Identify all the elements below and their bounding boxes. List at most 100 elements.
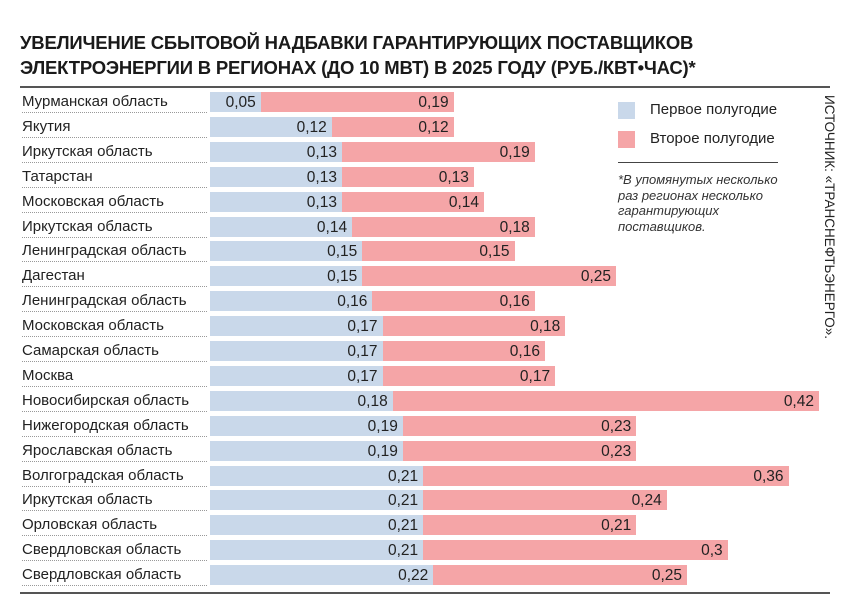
bar-first-half: 0,17 <box>210 341 383 361</box>
data-label: 0,12 <box>418 118 449 136</box>
bar-first-half: 0,21 <box>210 515 424 536</box>
category-label: Самарская область <box>22 341 207 362</box>
bar-first-half: 0,21 <box>210 490 424 511</box>
data-label: 0,13 <box>438 168 469 186</box>
source-credit: ИСТОЧНИК: «ТРАНСНЕФТЬЭНЕРГО». <box>822 95 837 340</box>
bar-second-half: 0,14 <box>341 191 485 212</box>
data-label: 0,14 <box>448 193 480 211</box>
category-label: Татарстан <box>22 167 207 188</box>
bottom-divider <box>20 592 830 594</box>
bar-first-half: 0,12 <box>210 116 332 137</box>
category-label: Дагестан <box>22 266 207 288</box>
bar-first-half: 0,15 <box>210 241 363 262</box>
bar-second-half: 0,13 <box>341 166 474 187</box>
category-label: Иркутская область <box>22 142 207 163</box>
data-label: 0,3 <box>701 542 723 560</box>
category-label: Московская область <box>22 316 207 338</box>
data-label: 0,19 <box>367 417 398 435</box>
data-label: 0,16 <box>499 293 530 311</box>
data-label: 0,21 <box>387 542 419 560</box>
category-label: Ленинградская область <box>22 291 207 313</box>
legend-label: Первое полугодие <box>650 101 778 118</box>
title-line-2: ЭЛЕКТРОЭНЕРГИИ В РЕГИОНАХ (ДО 10 МВТ) В … <box>20 57 696 78</box>
bar-second-half: 0,12 <box>331 116 454 137</box>
category-label: Ленинградская область <box>22 241 207 263</box>
data-label: 0,25 <box>651 567 683 585</box>
category-label: Московская область <box>22 192 207 213</box>
bar-first-half: 0,17 <box>210 316 383 337</box>
category-label: Иркутская область <box>22 217 207 238</box>
data-label: 0,23 <box>601 442 632 460</box>
bar-second-half: 0,16 <box>372 291 535 312</box>
bar-second-half: 0,25 <box>362 266 616 287</box>
data-label: 0,21 <box>387 517 419 535</box>
data-label: 0,21 <box>387 492 419 510</box>
bar-first-half: 0,13 <box>210 141 342 162</box>
data-label: 0,42 <box>783 392 814 410</box>
bar-first-half: 0,05 <box>210 92 261 112</box>
data-label: 0,21 <box>387 467 419 485</box>
data-label: 0,24 <box>631 492 662 510</box>
bar-second-half: 0,3 <box>423 540 728 561</box>
bar-second-half: 0,16 <box>382 341 545 361</box>
data-label: 0,15 <box>479 243 510 261</box>
bar-first-half: 0,13 <box>210 166 342 187</box>
data-label: 0,18 <box>499 218 530 236</box>
bar-first-half: 0,16 <box>210 291 373 312</box>
bar-first-half: 0,19 <box>210 440 403 461</box>
top-divider <box>20 86 830 88</box>
data-label: 0,21 <box>601 517 632 535</box>
category-label: Волгоградская область <box>22 466 207 487</box>
bar-first-half: 0,17 <box>210 365 383 386</box>
data-label: 0,12 <box>296 118 327 136</box>
data-label: 0,17 <box>347 367 378 385</box>
category-label: Свердловская область <box>22 540 207 562</box>
data-label: 0,36 <box>753 467 784 485</box>
data-label: 0,14 <box>316 218 348 236</box>
data-label: 0,18 <box>530 318 561 336</box>
bar-first-half: 0,15 <box>210 266 363 287</box>
data-label: 0,16 <box>509 343 540 360</box>
data-label: 0,17 <box>519 367 551 385</box>
category-label: Новосибирская область <box>22 391 207 412</box>
category-label: Иркутская область <box>22 490 207 512</box>
category-label: Якутия <box>22 117 207 138</box>
bar-first-half: 0,13 <box>210 191 342 212</box>
bar-second-half: 0,42 <box>392 390 819 411</box>
data-label: 0,19 <box>418 94 449 111</box>
legend-divider <box>618 162 778 163</box>
data-label: 0,17 <box>347 343 378 360</box>
bar-second-half: 0,23 <box>402 415 637 436</box>
bar-second-half: 0,18 <box>352 216 535 237</box>
data-label: 0,18 <box>357 392 388 410</box>
bar-first-half: 0,21 <box>210 465 424 486</box>
bar-first-half: 0,21 <box>210 540 424 561</box>
bar-first-half: 0,22 <box>210 565 434 586</box>
bar-second-half: 0,15 <box>362 241 515 262</box>
bar-first-half: 0,14 <box>210 216 353 237</box>
footnote: *В упомянутых несколько раз регионах нес… <box>618 172 778 234</box>
legend-label: Второе полугодие <box>650 130 775 147</box>
data-label: 0,19 <box>499 143 530 161</box>
data-label: 0,15 <box>327 243 358 261</box>
category-label: Мурманская область <box>22 92 207 113</box>
category-label: Москва <box>22 366 207 387</box>
bar-second-half: 0,24 <box>423 490 667 511</box>
data-label: 0,22 <box>398 567 429 585</box>
bar-second-half: 0,19 <box>260 92 454 112</box>
data-label: 0,16 <box>337 293 368 311</box>
data-label: 0,13 <box>306 143 337 161</box>
legend-swatch-second-half <box>618 131 635 148</box>
bar-second-half: 0,18 <box>382 316 566 337</box>
data-label: 0,13 <box>306 168 337 186</box>
category-label: Ярославская область <box>22 441 207 462</box>
data-label: 0,19 <box>367 442 398 460</box>
bar-first-half: 0,19 <box>210 415 403 436</box>
category-label: Орловская область <box>22 515 207 537</box>
bar-second-half: 0,19 <box>341 141 535 162</box>
data-label: 0,23 <box>601 417 632 435</box>
title-line-1: УВЕЛИЧЕНИЕ СБЫТОВОЙ НАДБАВКИ ГАРАНТИРУЮЩ… <box>20 32 694 53</box>
category-label: Нижегородская область <box>22 416 207 437</box>
data-label: 0,13 <box>306 193 337 211</box>
